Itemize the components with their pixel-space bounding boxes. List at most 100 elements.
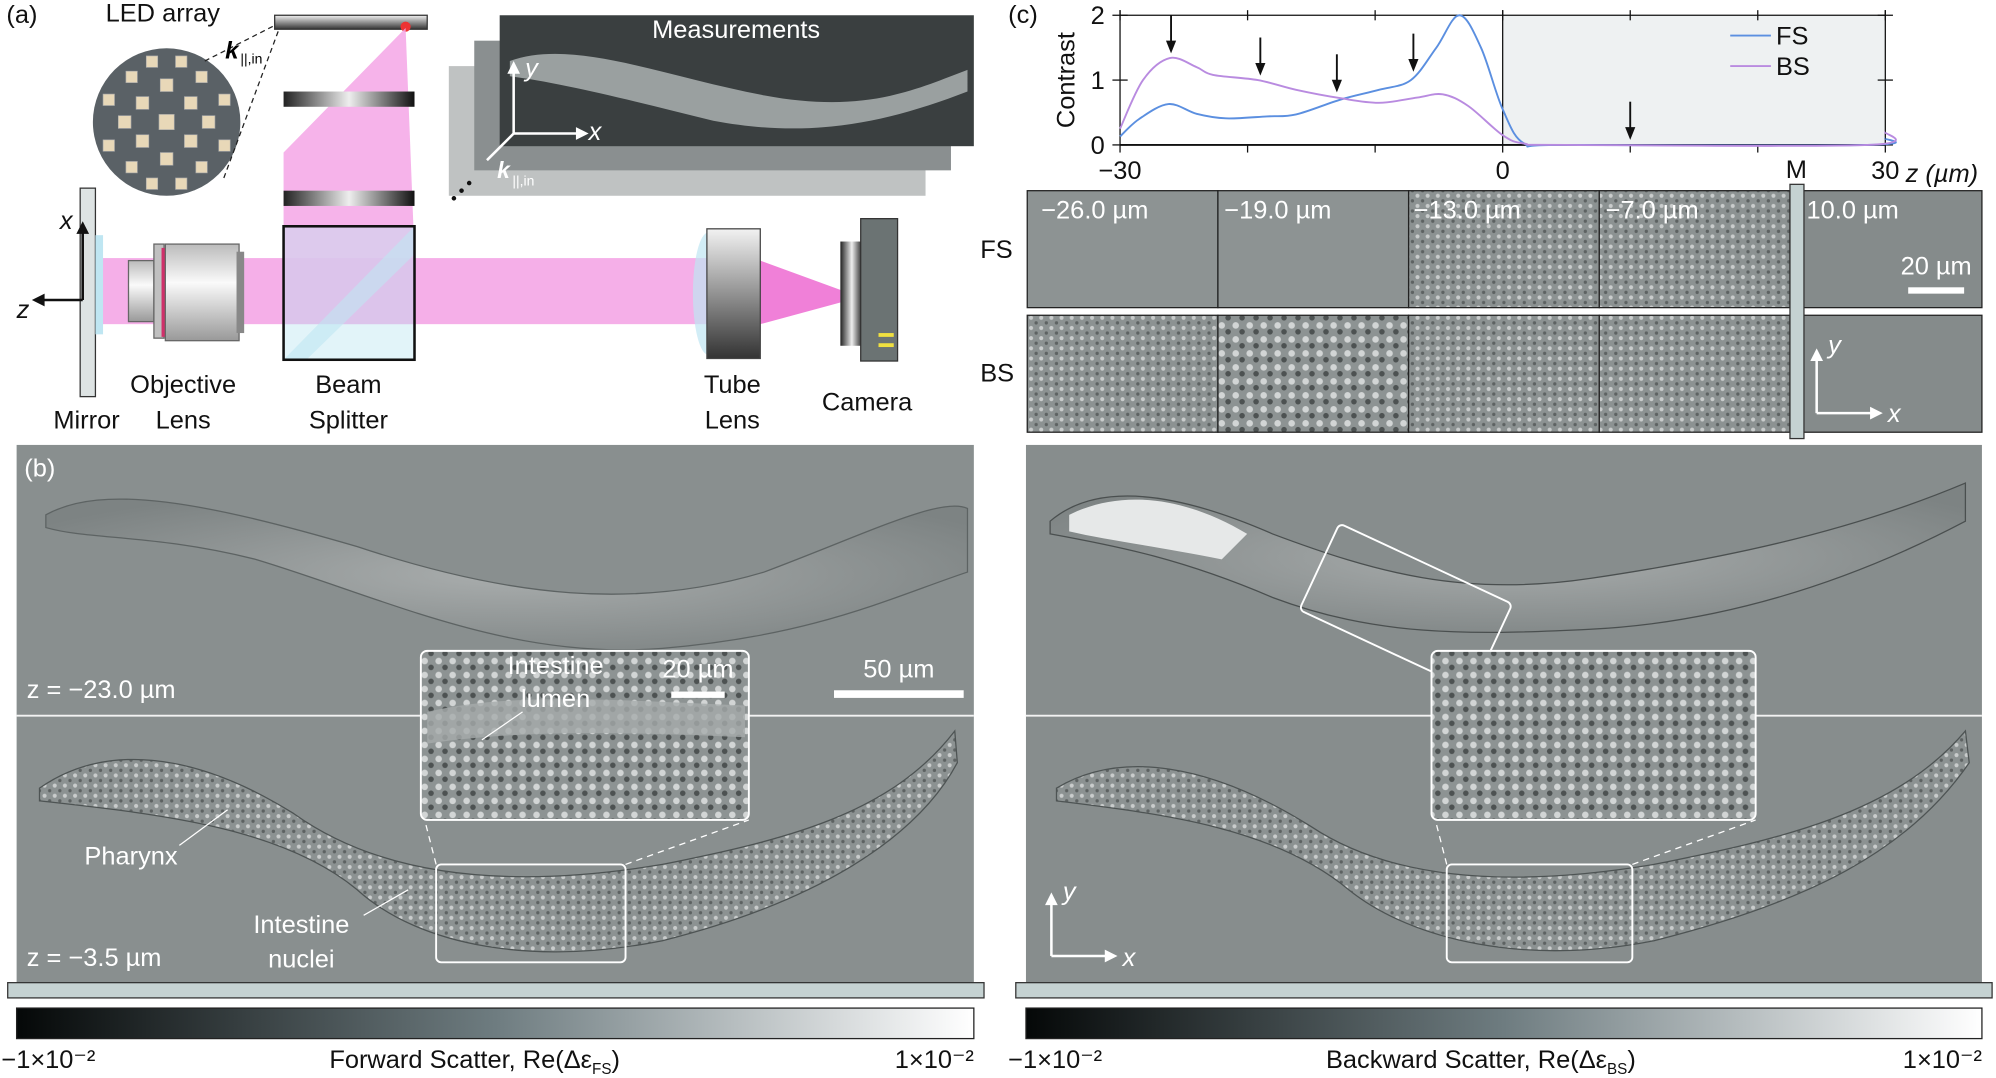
depth-arrow-head <box>1331 79 1342 93</box>
led-array-disk <box>92 48 241 196</box>
tile-label: −26.0 µm <box>1041 197 1148 225</box>
focus-beam <box>760 260 841 325</box>
condenser-lens-2 <box>283 190 415 206</box>
led-array-label: LED array <box>106 0 221 28</box>
panel-b-left-image: (b) z = −23.0 µm z = −3.5 µm 50 µm Phary… <box>16 444 974 986</box>
colorbar-fs-label: Forward Scatter, Re(ΔεFS) <box>329 1046 620 1078</box>
panel-b-right-image: y x <box>1025 444 1982 986</box>
roi-box-right <box>1445 863 1634 964</box>
inset-zoom-right <box>1430 649 1757 821</box>
mirror-position-marker <box>1789 183 1805 440</box>
inset-zoom: Intestine lumen 20 µm <box>419 649 750 821</box>
depth-tile <box>1407 314 1600 433</box>
colorbar-fs-max: 1×10⁻² <box>895 1046 974 1074</box>
tile-axis-y: y <box>1826 331 1842 359</box>
nuclei-label-1: Intestine <box>253 911 349 939</box>
colorbar-fs <box>15 1007 975 1040</box>
colorbar-bs-min: −1×10⁻² <box>1008 1046 1102 1074</box>
pharynx-label: Pharynx <box>84 842 177 870</box>
inset-scale-bar <box>671 691 725 698</box>
x-tick-label: −30 <box>1098 157 1141 185</box>
camera <box>840 218 899 362</box>
depth-tile <box>1026 190 1219 309</box>
z-top-label: z = −23.0 µm <box>27 676 176 704</box>
led-zoom-line <box>204 24 275 62</box>
shaded-region <box>1502 15 1886 145</box>
depth-arrow-head <box>1165 40 1177 54</box>
depth-arrow-head <box>1408 59 1419 72</box>
meas-axis-y: y <box>523 54 539 82</box>
x-axis-label: z (µm) <box>1905 160 1979 188</box>
label-beam: Beam <box>315 371 381 399</box>
z-bottom-label: z = −3.5 µm <box>27 944 162 972</box>
mirror-bar-right <box>1015 982 1993 999</box>
depth-tile <box>1026 314 1219 433</box>
objective-lens <box>127 243 245 342</box>
measurements-label: Measurements <box>652 16 820 44</box>
depth-arrow-head <box>1255 62 1266 76</box>
inset-scale-label: 20 µm <box>662 656 733 684</box>
meas-axis-x: x <box>587 118 603 146</box>
depth-tiles: FS BS −26.0 µm −19.0 µm −13.0 µm −7.0 µm… <box>980 156 1983 440</box>
panel-a: (a) LED array k ||,in Measurements y x <box>6 0 974 434</box>
x-tick-label: 0 <box>1496 157 1510 185</box>
scale-bar-label: 50 µm <box>863 656 934 684</box>
inset-label-2: lumen <box>521 685 590 713</box>
tile-scale-label: 20 µm <box>1901 253 1972 281</box>
depth-tile <box>1598 190 1791 309</box>
legend-fs: FS <box>1776 22 1808 50</box>
bench-axis-z: z <box>16 296 30 324</box>
rotated-roi-box <box>1299 524 1512 690</box>
beam-splitter <box>282 225 416 362</box>
depth-arrow-head <box>1625 127 1636 140</box>
mirror-marker-label: M <box>1786 156 1807 184</box>
k-label: k <box>225 37 240 64</box>
y-tick-label: 2 <box>1091 2 1105 30</box>
axis-y-label: y <box>1061 878 1077 906</box>
y-tick-label: 1 <box>1091 67 1105 95</box>
tile-label: −7.0 µm <box>1606 197 1699 225</box>
colorbar-fs-min: −1×10⁻² <box>1 1046 95 1074</box>
label-objective-2: Lens <box>156 406 211 434</box>
nuclei-label-2: nuclei <box>268 945 334 973</box>
mirror-bar-left <box>7 982 985 999</box>
label-camera: Camera <box>822 389 913 417</box>
colorbar-bs <box>1025 1007 1983 1040</box>
led-bar <box>274 14 428 30</box>
label-objective: Objective <box>130 371 236 399</box>
x-tick-label: 30 <box>1871 157 1899 185</box>
row-label-fs: FS <box>980 236 1012 264</box>
bench-axis-x: x <box>58 207 74 235</box>
tube-lens <box>692 228 761 360</box>
colorbar-bs-max: 1×10⁻² <box>1903 1046 1982 1074</box>
colorbar-bs-label: Backward Scatter, Re(ΔεBS) <box>1326 1046 1636 1078</box>
scale-bar <box>834 690 964 698</box>
depth-tile <box>1407 190 1600 309</box>
splitter-reflection <box>283 226 415 360</box>
label-tube-lens: Lens <box>705 406 760 434</box>
meas-k-sub: ||,in <box>512 173 534 189</box>
axis-x-label: x <box>1121 944 1137 972</box>
tile-axis-x: x <box>1886 400 1902 428</box>
tile-label: 10.0 µm <box>1807 197 1899 225</box>
measurement-stack: Measurements y x k ||,in <box>448 15 974 201</box>
panel-a-label: (a) <box>6 1 37 29</box>
y-tick-label: 0 <box>1091 132 1105 160</box>
legend-bs: BS <box>1776 53 1810 81</box>
panel-c-label: (c) <box>1008 1 1038 29</box>
label-tube: Tube <box>704 371 761 399</box>
meas-k-label: k <box>497 157 511 183</box>
label-splitter: Splitter <box>309 406 389 434</box>
label-mirror: Mirror <box>53 406 120 434</box>
depth-tile <box>1217 314 1410 433</box>
condenser-lens-1 <box>283 91 415 107</box>
tile-scale-bar <box>1908 287 1965 294</box>
k-sub: ||,in <box>240 51 262 67</box>
inset-label-1: Intestine <box>508 652 604 680</box>
tile-label: −13.0 µm <box>1414 197 1521 225</box>
legend: FS BS <box>1730 22 1810 81</box>
depth-tile <box>1217 190 1410 309</box>
tile-label: −19.0 µm <box>1224 197 1331 225</box>
